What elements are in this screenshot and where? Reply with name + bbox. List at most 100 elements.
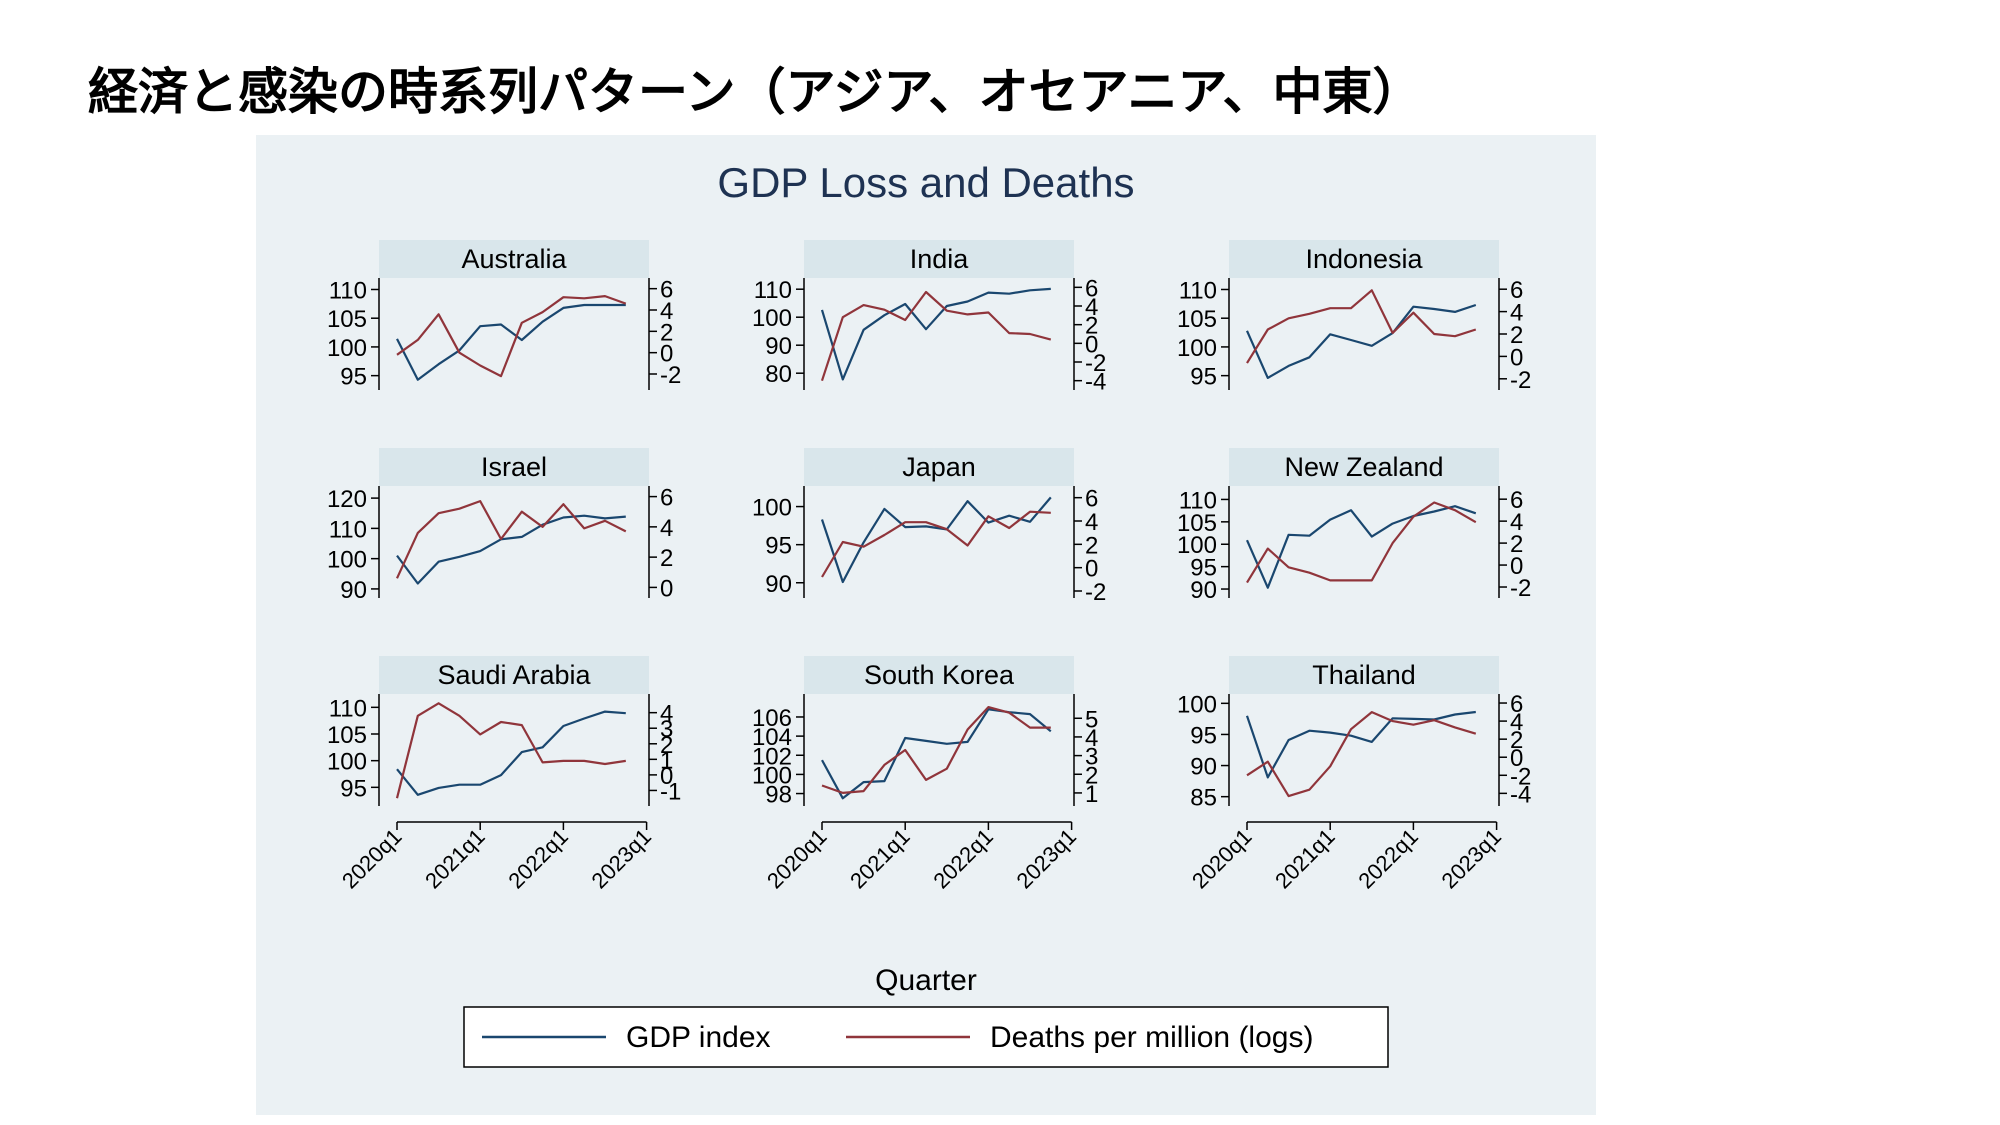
right-tick-label: 2 <box>1085 313 1098 340</box>
x-tick-label: 2022q1 <box>928 824 998 894</box>
right-tick-label: 4 <box>1085 725 1098 752</box>
panel-title: India <box>910 244 970 274</box>
right-tick-label: 6 <box>1510 691 1523 718</box>
left-tick-label: 90 <box>1190 577 1217 604</box>
panel-strip <box>804 240 1074 278</box>
right-tick-label: 0 <box>1510 745 1523 772</box>
right-tick-label: 4 <box>1085 509 1098 536</box>
right-tick-label: 6 <box>1510 277 1523 304</box>
gdp-series-line <box>821 708 1052 800</box>
gdp-series-line <box>820 287 1051 381</box>
panel-title: Australia <box>461 244 567 274</box>
deaths-series-line <box>821 705 1051 795</box>
left-tick-label: 100 <box>1177 532 1217 559</box>
right-tick-label: 6 <box>660 485 673 512</box>
left-tick-label: 120 <box>327 486 367 513</box>
left-tick-label: 90 <box>765 571 792 598</box>
panel-title: South Korea <box>864 660 1015 690</box>
panel-title: Thailand <box>1312 660 1416 690</box>
right-tick-label: 4 <box>1510 509 1523 536</box>
right-tick-label: 4 <box>1510 300 1523 327</box>
panels: Australia95100105110-20246India809010011… <box>327 240 1531 893</box>
right-tick-label: -2 <box>1085 579 1106 606</box>
right-tick-label: 4 <box>660 701 673 728</box>
right-tick-label: 6 <box>1510 487 1523 514</box>
right-tick-label: 2 <box>1085 532 1098 559</box>
right-tick-label: 0 <box>1085 556 1098 583</box>
gdp-series-line <box>396 303 626 381</box>
left-tick-label: 100 <box>1177 335 1217 362</box>
panel-title: New Zealand <box>1284 452 1443 482</box>
left-tick-label: 90 <box>340 577 367 604</box>
left-tick-label: 100 <box>327 547 367 574</box>
deaths-series-line <box>395 500 627 579</box>
left-tick-label: 106 <box>752 705 792 732</box>
right-tick-label: 4 <box>660 298 673 325</box>
right-tick-label: -2 <box>1510 367 1531 394</box>
left-tick-label: 110 <box>1179 487 1217 514</box>
right-tick-label: 3 <box>660 716 673 743</box>
deaths-series-line <box>1246 289 1477 364</box>
gdp-series-line <box>1245 303 1477 379</box>
left-tick-label: 98 <box>765 782 792 809</box>
chart-panel: GDP Loss and Deaths Australia 95 100 105 110… <box>256 135 1596 1115</box>
panel-strip <box>804 656 1074 694</box>
right-tick-label: 2 <box>660 319 673 346</box>
panel-title: Israel <box>481 452 547 482</box>
left-tick-label: 110 <box>329 277 367 304</box>
x-tick-label: 2020q1 <box>337 824 407 894</box>
left-tick-label: 100 <box>752 495 792 522</box>
left-tick-label: 100 <box>752 305 792 332</box>
left-tick-label: 110 <box>1179 277 1217 304</box>
panel-strip <box>1229 656 1499 694</box>
right-tick-label: 0 <box>660 341 673 368</box>
panel-strip <box>379 656 649 694</box>
right-tick-label: 2 <box>1510 727 1523 754</box>
left-tick-label: 100 <box>327 749 367 776</box>
left-tick-label: 110 <box>329 695 367 722</box>
legend-gdp-label: GDP index <box>626 1021 771 1054</box>
right-tick-label: 4 <box>1085 294 1098 321</box>
right-tick-label: 0 <box>660 763 673 790</box>
panel-title: Saudi Arabia <box>437 660 591 690</box>
legend-deaths-label: Deaths per million (logs) <box>990 1021 1313 1054</box>
x-tick-label: 2021q1 <box>420 824 490 894</box>
left-tick-label: 95 <box>1190 722 1217 749</box>
right-tick-label: 0 <box>1085 331 1098 358</box>
left-tick-label: 100 <box>327 335 367 362</box>
left-tick-label: 110 <box>329 516 367 543</box>
panel-title: Indonesia <box>1305 244 1423 274</box>
right-tick-label: 4 <box>660 515 673 542</box>
x-tick-label: 2021q1 <box>1270 824 1340 894</box>
gdp-series-line <box>1245 710 1476 779</box>
left-tick-label: 95 <box>765 533 792 560</box>
right-tick-label: 0 <box>1510 553 1523 580</box>
deaths-series-line <box>395 702 626 799</box>
x-tick-label: 2023q1 <box>1437 824 1507 894</box>
right-tick-label: -4 <box>1510 781 1531 808</box>
right-tick-label: 6 <box>1085 275 1098 302</box>
right-tick-label: 6 <box>1085 486 1098 513</box>
right-tick-label: -2 <box>1510 763 1531 790</box>
left-tick-label: 100 <box>752 762 792 789</box>
panel-strip <box>804 448 1074 486</box>
right-tick-label: 2 <box>1085 762 1098 789</box>
x-tick-label: 2023q1 <box>1012 824 1082 894</box>
gdp-series-line <box>1245 505 1477 589</box>
left-tick-label: 90 <box>765 333 792 360</box>
x-axis-title: Quarter <box>875 964 977 997</box>
left-tick-label: 95 <box>1190 555 1217 582</box>
left-tick-label: 105 <box>1177 510 1217 537</box>
panel-strip <box>1229 240 1499 278</box>
right-tick-label: 0 <box>660 575 673 602</box>
left-tick-label: 90 <box>1190 754 1217 781</box>
panel-strip <box>379 448 649 486</box>
right-tick-label: -2 <box>1510 575 1531 602</box>
right-tick-label: 2 <box>660 545 673 572</box>
left-tick-label: 104 <box>752 724 792 751</box>
right-tick-label: 2 <box>1510 322 1523 349</box>
